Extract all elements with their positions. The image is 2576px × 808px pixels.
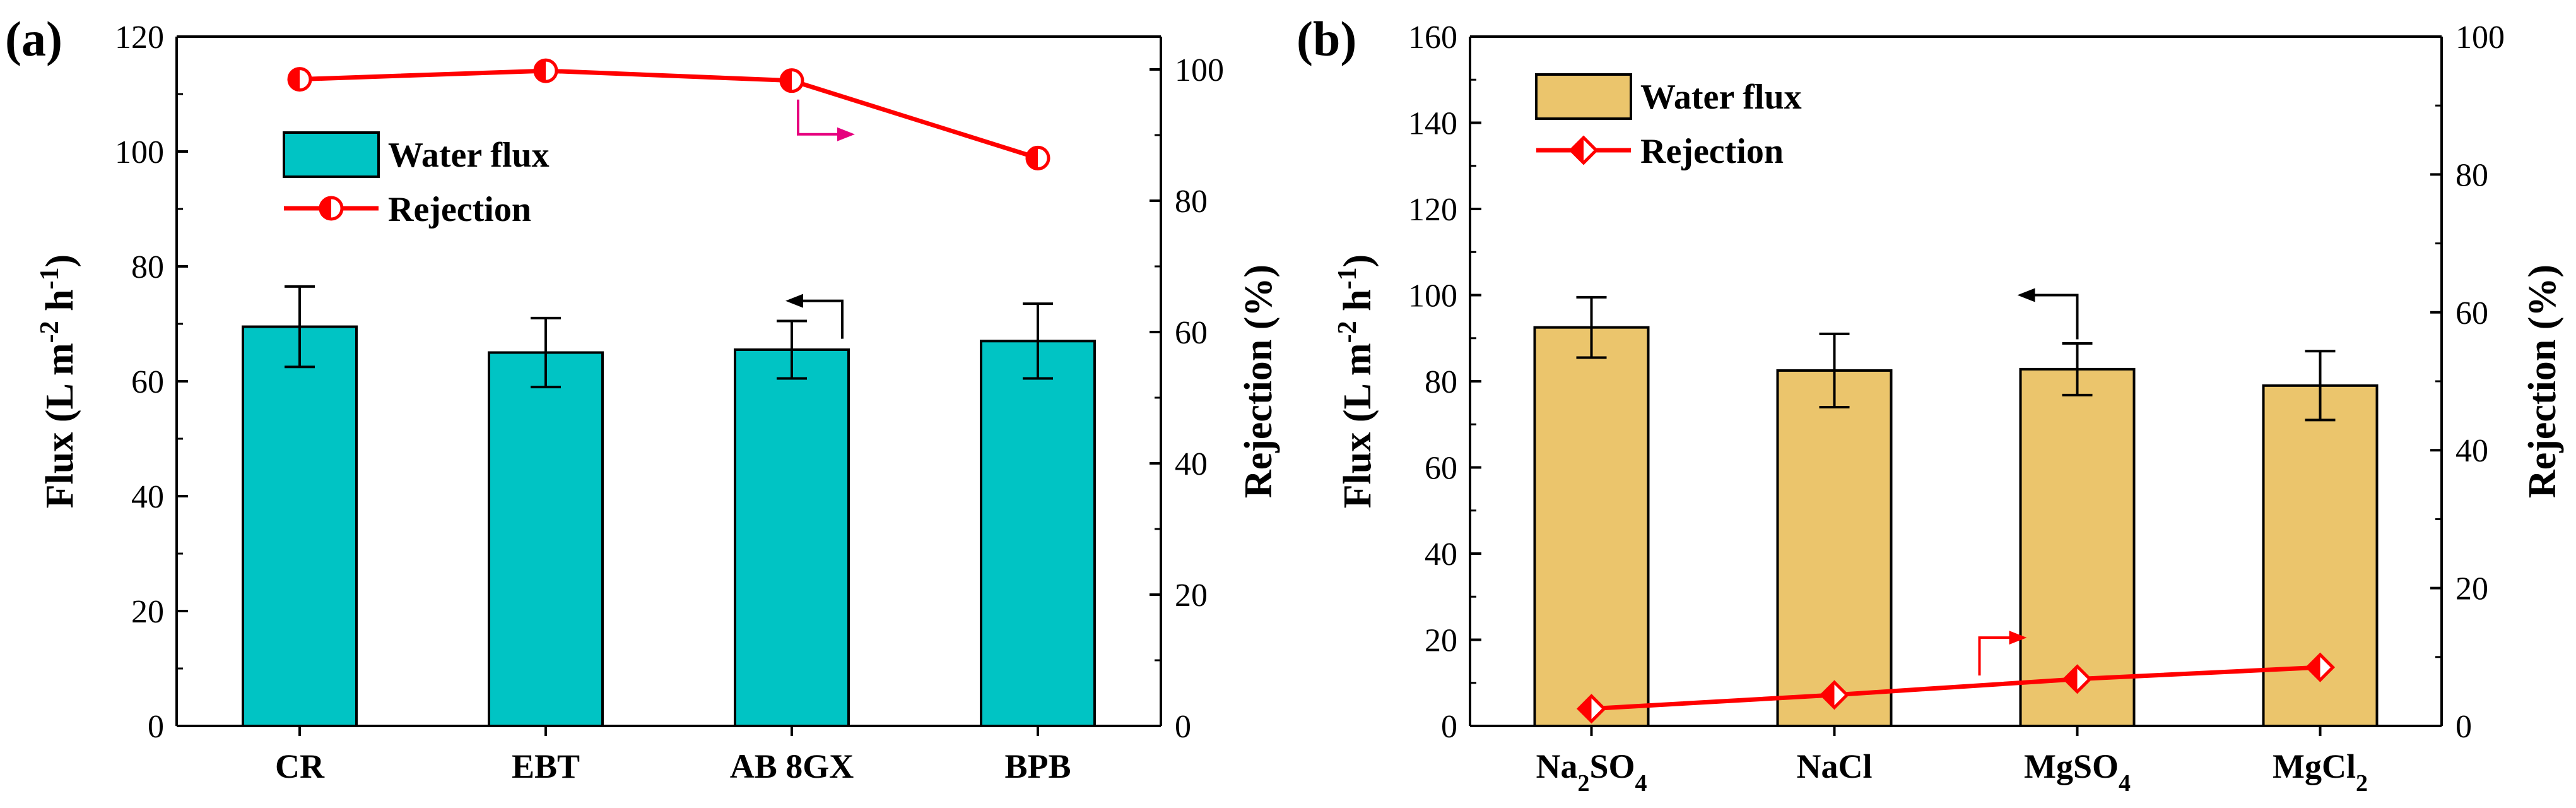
- left-axis-title-main: Flux (L m: [1336, 343, 1379, 508]
- legend-flux-label: Water flux: [388, 136, 550, 175]
- rejection-line: [299, 68, 1039, 160]
- rejection-point-half: [2307, 655, 2320, 680]
- left-tick-label: 100: [115, 134, 164, 170]
- left-axis-title-sup: -1: [1333, 267, 1362, 289]
- left-axis-title-main: Flux (L m: [38, 343, 81, 508]
- left-axis-title-end: ): [38, 254, 81, 268]
- legend-rejection-label: Rejection: [1640, 132, 1784, 171]
- left-axis-title: Flux (L m-2 h-1): [35, 254, 81, 508]
- rejection-point-half: [2064, 666, 2078, 692]
- x-tick-label: MgCl2: [2273, 747, 2368, 797]
- flux-axis-arrow: [798, 299, 844, 339]
- left-axis-title-sup: -2: [1333, 321, 1362, 343]
- flux-bar: [242, 325, 358, 727]
- legend-flux-swatch: [283, 131, 380, 178]
- left-tick-label: 160: [1408, 20, 1457, 56]
- left-axis-title-end: ): [1336, 254, 1379, 268]
- panel-label: (b): [1297, 11, 1356, 66]
- rejection-point-half: [535, 60, 546, 82]
- left-tick-label: 20: [1425, 623, 1457, 659]
- rejection-point-half: [289, 68, 300, 90]
- right-tick-label: 100: [1175, 52, 1224, 88]
- left-axis-title: Flux (L m-2 h-1): [1333, 254, 1379, 508]
- left-tick-label: 80: [131, 249, 164, 285]
- rejection-axis-arrowhead: [2009, 631, 2027, 645]
- x-tick-label: AB 8GX: [730, 747, 854, 785]
- left-tick-label: 100: [1408, 278, 1457, 314]
- flux-axis-arrow: [2030, 294, 2079, 340]
- left-axis-title-sup: -2: [35, 321, 64, 343]
- legend-rejection-marker-half: [321, 198, 331, 219]
- right-axis-title: Rejection (%): [2521, 264, 2564, 498]
- x-tick-label-mid: SO: [1589, 747, 1635, 785]
- left-tick-label: 120: [1408, 192, 1457, 228]
- flux-bar: [980, 340, 1096, 727]
- flux-bar: [734, 348, 850, 727]
- flux-bar: [1776, 369, 1893, 727]
- left-tick-label: 40: [131, 479, 164, 515]
- x-tick-label: MgSO4: [2024, 747, 2131, 797]
- right-tick-label: 100: [2455, 20, 2505, 56]
- legend-rejection-marker-half: [1571, 138, 1584, 163]
- left-axis-title-mid: h: [38, 289, 81, 321]
- x-tick-label-base: MgSO: [2024, 747, 2119, 785]
- right-tick-label: 40: [1175, 446, 1208, 482]
- right-tick-label: 80: [1175, 184, 1208, 220]
- x-tick-label-sub: 2: [2356, 770, 2368, 797]
- right-axis-title: Rejection (%): [1237, 264, 1280, 498]
- x-tick-label: Na2SO4: [1536, 747, 1647, 797]
- right-tick-label: 60: [2455, 295, 2488, 331]
- left-tick-label: 40: [1425, 537, 1457, 573]
- rejection-point-half: [1027, 147, 1038, 169]
- x-tick-label-sub: 4: [1635, 770, 1647, 797]
- left-axis-title-sup: -1: [35, 267, 64, 289]
- x-tick-label-base: MgCl: [2273, 747, 2356, 785]
- x-tick-label-base: Na: [1536, 747, 1577, 785]
- chart-panel-0: (a) 0 20 40 60 80 100 120 0 20 40 60 80 100 CR EBT AB 8G…: [5, 11, 1280, 785]
- left-tick-label: 60: [1425, 451, 1457, 487]
- flux-axis-arrowhead: [2017, 288, 2035, 302]
- panel-label: (a): [5, 11, 62, 66]
- chart-panel-1: (b)020406080100120140160020406080100Na2S…: [1297, 11, 2564, 797]
- legend-rejection-label: Rejection: [388, 190, 531, 229]
- x-tick-label-sub: 2: [1577, 770, 1589, 797]
- x-tick-label-base: NaCl: [1797, 747, 1873, 785]
- right-tick-label: 0: [1175, 709, 1191, 745]
- rejection-point-half: [1579, 696, 1592, 722]
- left-tick-label: 0: [148, 709, 164, 745]
- rejection-line: [1591, 665, 2320, 711]
- right-tick-label: 20: [1175, 578, 1208, 614]
- legend-flux-swatch: [1535, 73, 1632, 120]
- x-tick-label: BPB: [1004, 747, 1071, 785]
- left-tick-label: 80: [1425, 364, 1457, 400]
- legend-flux-label: Water flux: [1640, 78, 1802, 117]
- left-tick-label: 60: [131, 364, 164, 400]
- rejection-point-half: [781, 69, 792, 92]
- rejection-axis-arrow: [797, 99, 842, 136]
- right-tick-label: 60: [1175, 315, 1208, 351]
- left-tick-label: 140: [1408, 106, 1457, 142]
- rejection-point-half: [1821, 682, 1835, 708]
- left-tick-label: 0: [1441, 709, 1457, 745]
- right-tick-label: 20: [2455, 571, 2488, 607]
- rejection-axis-arrowhead: [837, 127, 855, 141]
- right-tick-label: 40: [2455, 433, 2488, 469]
- flux-axis-arrowhead: [785, 294, 803, 308]
- left-tick-label: 120: [115, 20, 164, 56]
- flux-bar: [1533, 326, 1650, 727]
- right-tick-label: 80: [2455, 157, 2488, 193]
- flux-bar: [488, 351, 604, 727]
- x-tick-label: NaCl: [1797, 747, 1873, 785]
- right-tick-label: 0: [2455, 709, 2472, 745]
- left-axis-title-mid: h: [1336, 289, 1379, 321]
- rejection-axis-arrow: [1978, 636, 2014, 676]
- x-tick-label: EBT: [512, 747, 580, 785]
- x-tick-label: CR: [275, 747, 325, 785]
- x-tick-label-sub: 4: [2119, 770, 2131, 797]
- left-tick-label: 20: [131, 594, 164, 630]
